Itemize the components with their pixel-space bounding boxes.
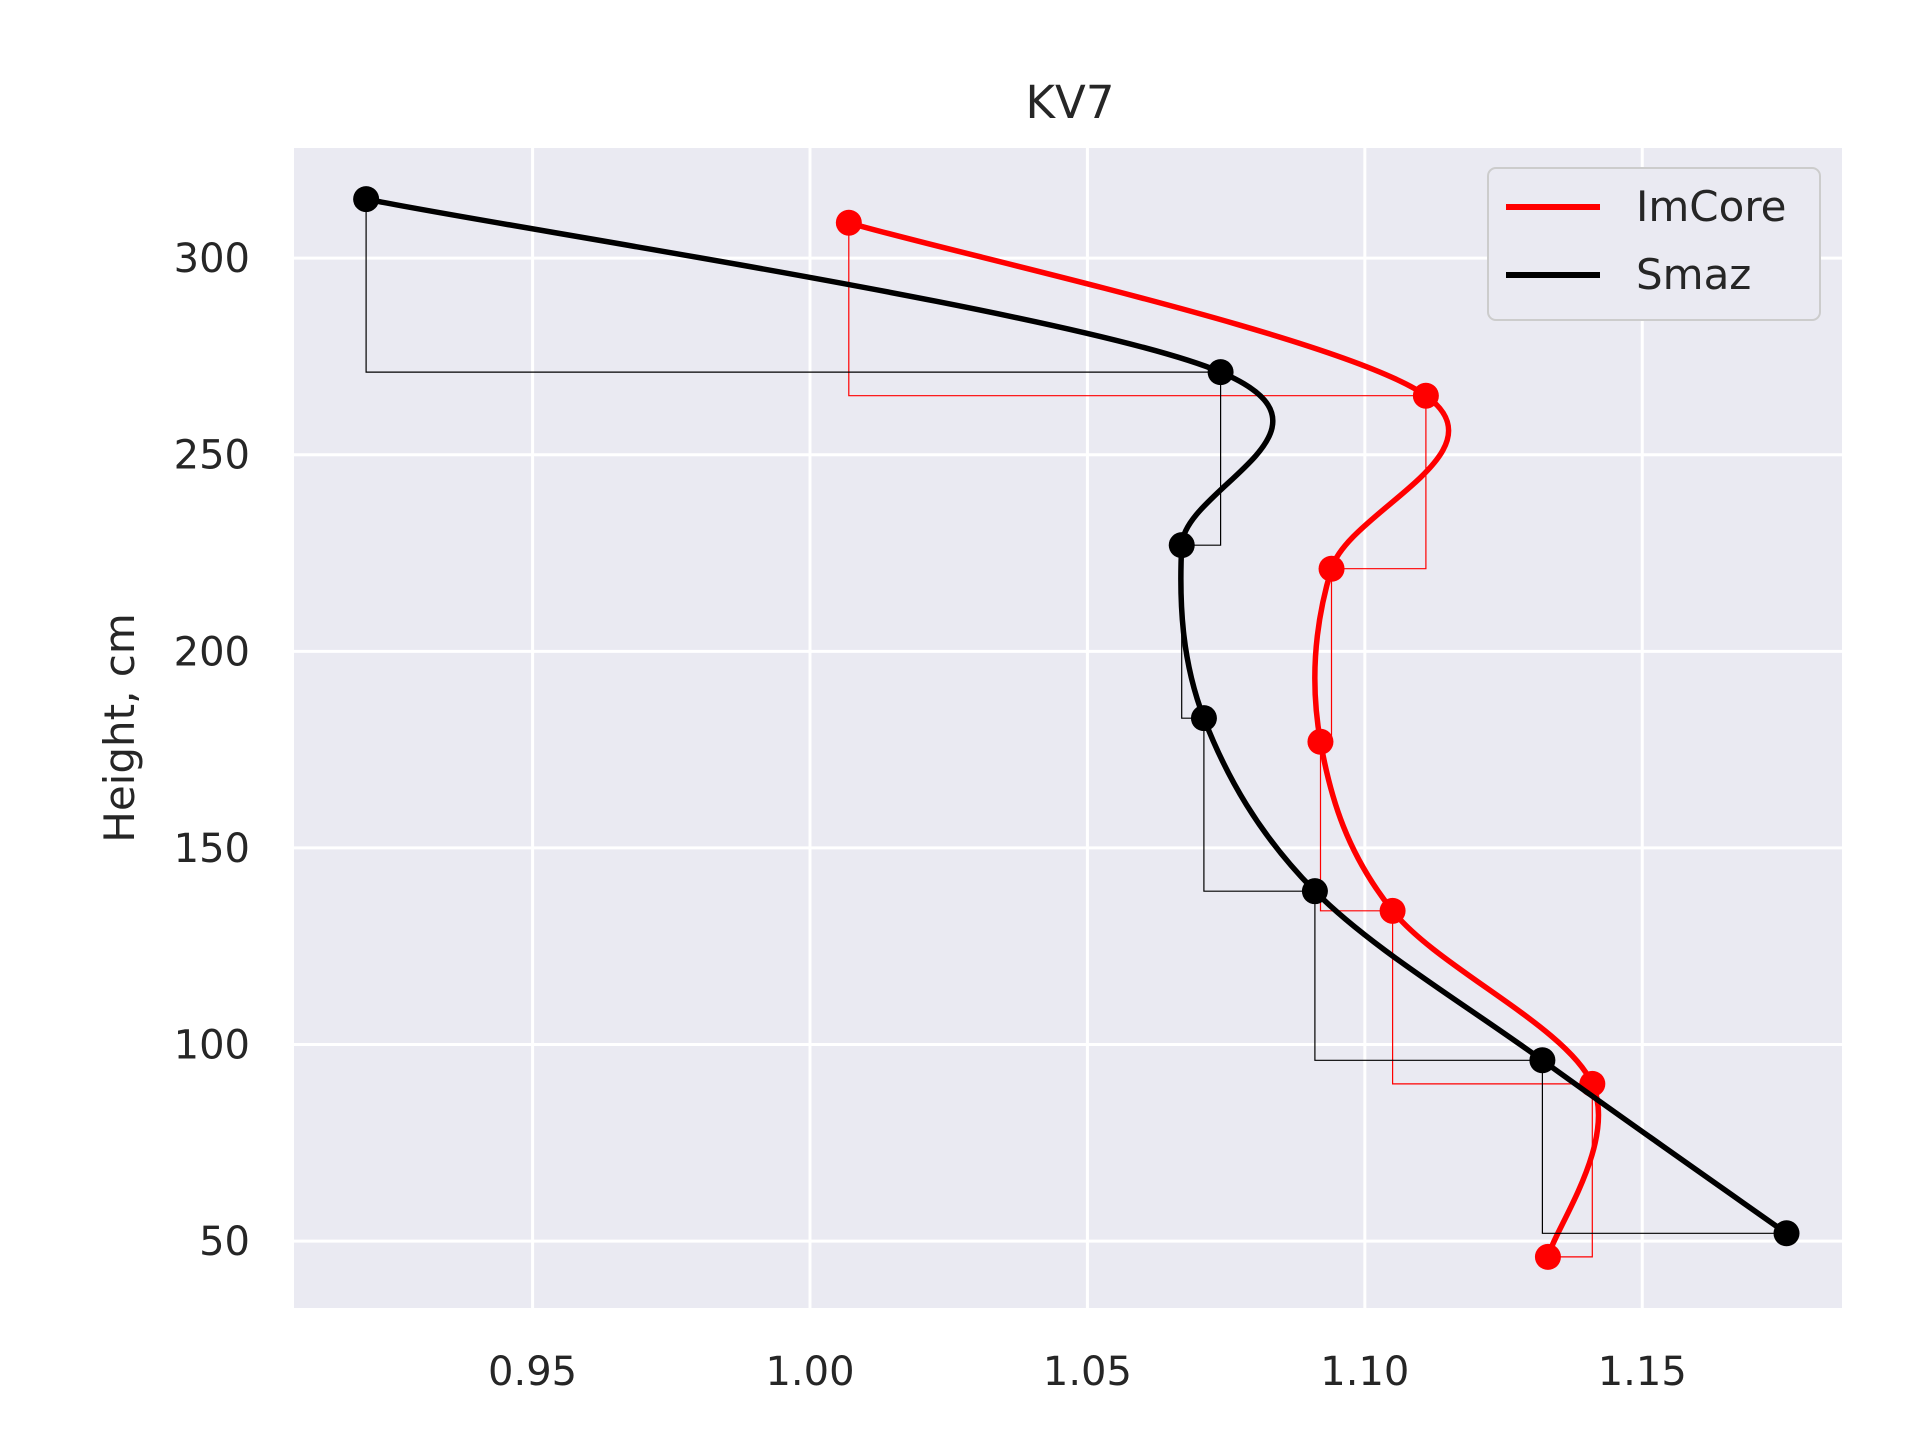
y-tick-label: 300 xyxy=(174,236,250,282)
data-point-smaz xyxy=(1190,705,1217,732)
data-point-smaz xyxy=(1168,532,1195,559)
x-tick-label: 1.05 xyxy=(1043,1349,1132,1395)
data-point-imcore xyxy=(835,209,862,236)
y-axis-label: Height, cm xyxy=(95,613,144,843)
series-line-imcore xyxy=(846,219,1602,1260)
x-tick-label: 1.00 xyxy=(765,1349,854,1395)
data-point-imcore xyxy=(1318,555,1345,582)
x-tick-label: 1.15 xyxy=(1598,1349,1687,1395)
data-point-smaz xyxy=(1301,878,1328,905)
data-point-smaz xyxy=(1773,1220,1800,1247)
x-tick-label: 0.95 xyxy=(488,1349,577,1395)
y-tick-labels: 50 100 150 200 250 300 xyxy=(174,236,250,1265)
y-tick-label: 50 xyxy=(199,1219,250,1265)
x-tick-labels: 0.95 1.00 1.05 1.10 1.15 xyxy=(488,1349,1687,1395)
legend-label-imcore: ImCore xyxy=(1636,182,1787,231)
step-connector-smaz xyxy=(365,199,1787,1234)
data-point-imcore xyxy=(1412,382,1439,409)
chart-title: KV7 xyxy=(1026,76,1115,129)
grid xyxy=(294,148,1842,1308)
y-tick-label: 250 xyxy=(174,433,250,479)
data-point-smaz xyxy=(1207,359,1234,386)
data-point-imcore xyxy=(1379,897,1406,924)
x-tick-label: 1.10 xyxy=(1320,1349,1409,1395)
data-point-smaz xyxy=(1529,1047,1556,1074)
series-layer xyxy=(353,186,1800,1270)
series-imcore xyxy=(835,209,1606,1270)
data-point-imcore xyxy=(1307,728,1334,755)
y-tick-label: 100 xyxy=(174,1023,250,1069)
y-tick-label: 150 xyxy=(174,826,250,872)
legend-label-smaz: Smaz xyxy=(1636,250,1751,299)
data-point-imcore xyxy=(1534,1243,1561,1270)
data-point-smaz xyxy=(353,186,380,213)
legend: ImCore Smaz xyxy=(1487,167,1821,321)
y-tick-label: 200 xyxy=(174,629,250,675)
plot-area xyxy=(294,148,1842,1308)
series-smaz xyxy=(353,186,1800,1247)
